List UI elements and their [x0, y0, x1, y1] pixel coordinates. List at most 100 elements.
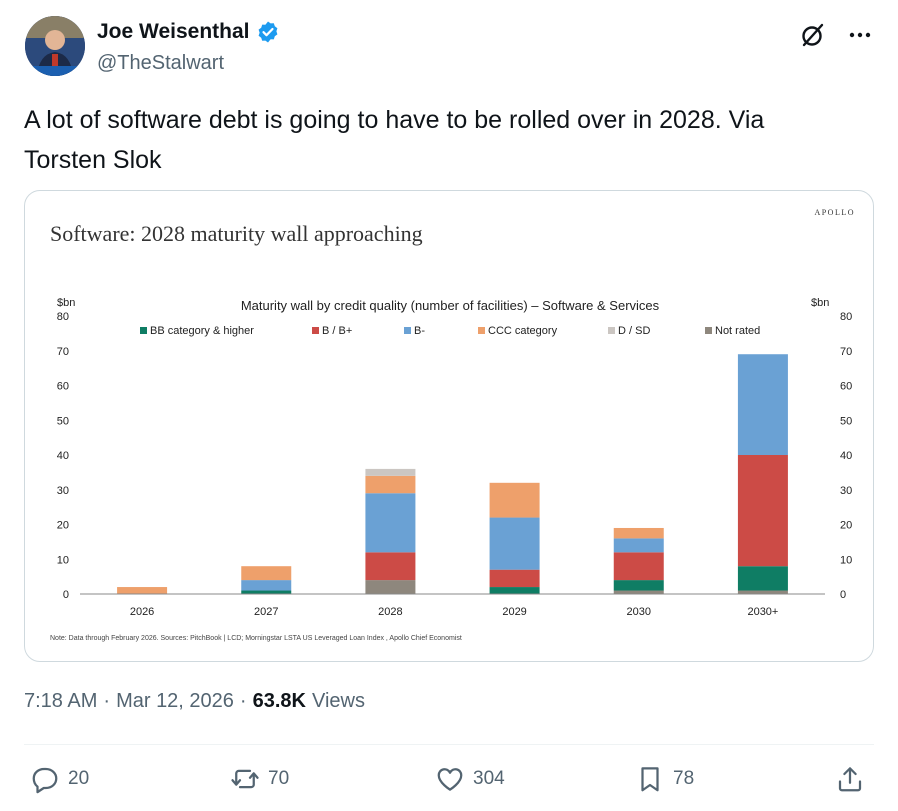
tweet-actions: 20 70 304 78 [30, 764, 870, 800]
reply-button[interactable]: 20 [30, 764, 89, 794]
chart-svg: APOLLO Software: 2028 maturity wall appr… [50, 208, 855, 642]
legend-label: BB category & higher [150, 325, 254, 337]
like-button[interactable]: 304 [435, 764, 505, 794]
y-tick-label-right: 70 [840, 346, 852, 358]
verified-badge-icon[interactable] [256, 20, 280, 44]
y-tick-label-left: 0 [63, 589, 69, 601]
y-tick-label-left: 70 [57, 346, 69, 358]
y-tick-label-right: 30 [840, 485, 852, 497]
tweet-date[interactable]: Mar 12, 2026 [116, 690, 234, 712]
more-options-icon[interactable] [848, 23, 872, 47]
views-count: 63.8K [252, 690, 306, 712]
chart-y-axis: 0 0 10 10 20 20 30 30 40 40 50 50 60 60 70 70 80 80 [57, 311, 853, 601]
bar-segment [737, 455, 788, 567]
divider [24, 744, 874, 745]
share-icon [838, 767, 862, 792]
bar-segment [365, 468, 416, 476]
author-display-name[interactable]: Joe Weisenthal [97, 20, 250, 43]
share-button[interactable] [835, 764, 865, 794]
bar-segment [737, 566, 788, 591]
chart-x-axis: 2026 2027 2028 2029 2030 2030+ [130, 606, 779, 618]
chart-footnote: Note: Data through February 2026. Source… [50, 635, 462, 642]
y-tick-label-left: 80 [57, 311, 69, 323]
tweet-time[interactable]: 7:18 AM [24, 690, 98, 712]
repost-icon [231, 769, 259, 789]
chart-ylabel-right: $bn [811, 297, 829, 309]
bar-segment [365, 493, 416, 553]
bar-segment [613, 527, 664, 539]
tweet-meta: 7:18 AM · Mar 12, 2026 · 63.8K Views [24, 690, 365, 713]
y-tick-label-left: 40 [57, 450, 69, 462]
tweet-top-actions [800, 22, 872, 48]
y-tick-label-left: 30 [57, 485, 69, 497]
bar-segment [241, 590, 292, 594]
views-label: Views [311, 690, 365, 712]
chart-headline: Software: 2028 maturity wall approaching [50, 221, 423, 246]
y-tick-label-left: 50 [57, 415, 69, 427]
reply-icon [32, 767, 58, 794]
chart-ylabel-left: $bn [57, 297, 75, 309]
bar-segment [489, 517, 540, 570]
author-handle[interactable]: @TheStalwart [97, 52, 225, 74]
author-name-row: Joe Weisenthal [97, 20, 280, 44]
x-tick-label: 2028 [378, 606, 402, 618]
y-tick-label-left: 20 [57, 520, 69, 532]
avatar-image [25, 16, 85, 76]
avatar[interactable] [25, 16, 85, 76]
meta-separator: · [239, 690, 247, 712]
bar-segment [613, 538, 664, 553]
y-tick-label-right: 60 [840, 381, 852, 393]
y-tick-label-right: 80 [840, 311, 852, 323]
y-tick-label-left: 10 [57, 554, 69, 566]
bookmark-icon [641, 767, 659, 792]
meta-separator: · [103, 690, 111, 712]
legend-label: B / B+ [322, 325, 352, 337]
legend-swatch [312, 327, 319, 334]
legend-swatch [705, 327, 712, 334]
tweet-text: A lot of software debt is going to have … [24, 106, 765, 174]
legend-swatch [608, 327, 615, 334]
like-count: 304 [473, 768, 505, 789]
legend-swatch [478, 327, 485, 334]
heart-icon [437, 768, 463, 791]
legend-label: CCC category [488, 325, 558, 337]
bar-segment [613, 552, 664, 581]
bar-segment [613, 590, 664, 594]
y-tick-label-right: 0 [840, 589, 846, 601]
legend-label: B- [414, 325, 425, 337]
bookmark-count: 78 [673, 768, 695, 789]
chart-bars [117, 354, 788, 594]
x-tick-label: 2030 [627, 606, 651, 618]
bar-segment [365, 475, 416, 494]
chart-legend: BB category & higher B / B+ B- CCC category… [140, 325, 760, 337]
bar-segment [737, 354, 788, 455]
bar-segment [241, 580, 292, 591]
chart-brand: APOLLO [814, 208, 855, 217]
bar-segment [117, 587, 168, 594]
y-tick-label-right: 20 [840, 520, 852, 532]
grok-icon[interactable] [800, 22, 826, 48]
bar-segment [613, 580, 664, 591]
bar-segment [737, 590, 788, 594]
chart-title: Maturity wall by credit quality (number … [241, 298, 660, 313]
y-tick-label-right: 10 [840, 554, 852, 566]
legend-label: Not rated [715, 325, 760, 337]
y-tick-label-right: 50 [840, 415, 852, 427]
tweet-media-card[interactable]: APOLLO Software: 2028 maturity wall appr… [24, 190, 874, 662]
y-tick-label-right: 40 [840, 450, 852, 462]
x-tick-label: 2026 [130, 606, 154, 618]
legend-label: D / SD [618, 325, 650, 337]
repost-button[interactable]: 70 [230, 764, 289, 794]
reply-count: 20 [68, 768, 90, 789]
bar-segment [489, 482, 540, 518]
bar-segment [241, 566, 292, 581]
bookmark-button[interactable]: 78 [635, 764, 694, 794]
legend-swatch [404, 327, 411, 334]
x-tick-label: 2030+ [747, 606, 778, 618]
bar-segment [365, 552, 416, 581]
y-tick-label-left: 60 [57, 381, 69, 393]
x-tick-label: 2029 [502, 606, 526, 618]
legend-swatch [140, 327, 147, 334]
bar-segment [365, 580, 416, 594]
repost-count: 70 [268, 768, 290, 789]
